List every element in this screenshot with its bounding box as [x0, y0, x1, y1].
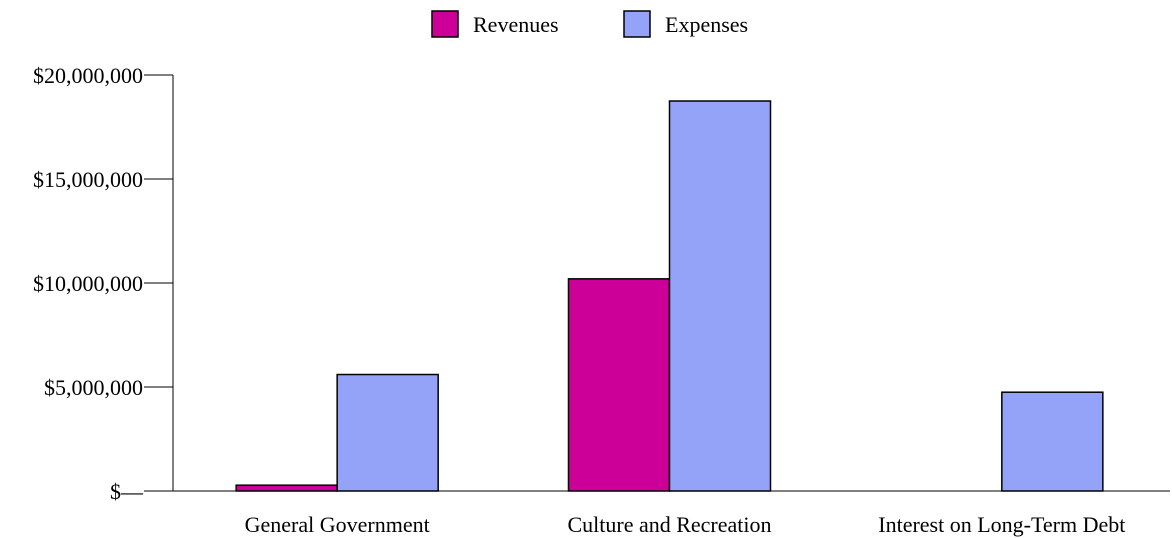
bar-expenses-1 [668, 100, 772, 492]
y-tick-label: $— [110, 479, 144, 504]
bar-revenues-1 [567, 278, 671, 492]
bar-expenses-0 [336, 373, 439, 492]
legend-swatch-revenues [431, 10, 459, 38]
legend: Revenues Expenses [431, 10, 748, 38]
x-axis: General Government Culture and Recreation… [173, 490, 1170, 537]
bars [235, 100, 1104, 492]
legend-label-revenues: Revenues [473, 12, 559, 37]
x-category-label: General Government [245, 512, 430, 537]
y-tick-label: $15,000,000 [33, 167, 143, 192]
legend-label-expenses: Expenses [665, 12, 748, 37]
x-category-label: Interest on Long-Term Debt [878, 512, 1125, 537]
y-tick-label: $5,000,000 [44, 375, 143, 400]
y-tick-label: $10,000,000 [33, 271, 143, 296]
bar-expenses-2 [1001, 391, 1104, 492]
bar-revenues-0 [235, 484, 338, 492]
x-category-label: Culture and Recreation [567, 512, 771, 537]
y-tick-label: $20,000,000 [33, 63, 143, 88]
legend-swatch-expenses [623, 10, 651, 38]
y-axis: $— $5,000,000 $10,000,000 $15,000,000 $20,00… [33, 63, 174, 504]
